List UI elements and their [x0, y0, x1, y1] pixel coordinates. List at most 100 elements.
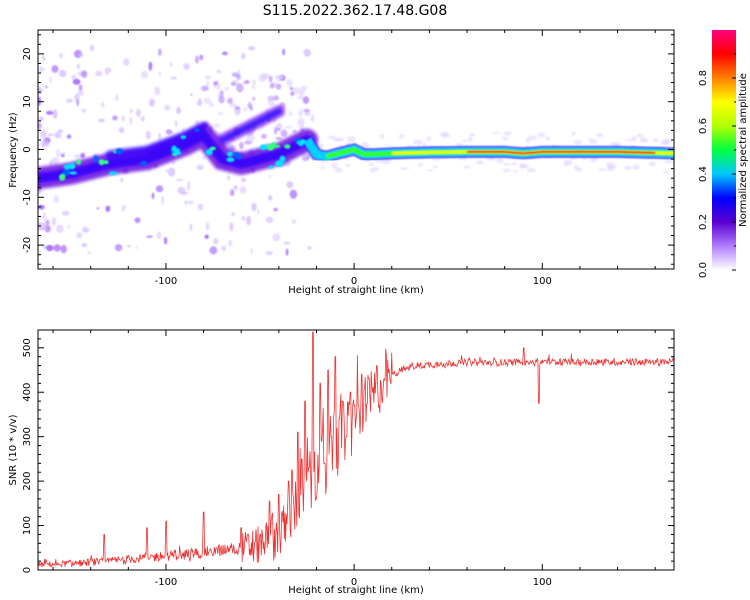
noise-blob — [290, 91, 295, 96]
hot-spot — [268, 165, 274, 169]
noise-blob — [60, 154, 65, 157]
snr-x-axis-label: Height of straight line (km) — [288, 585, 424, 596]
noise-blob — [468, 132, 476, 137]
noise-blob — [303, 108, 310, 112]
noise-blob — [231, 212, 235, 217]
x-tick-label: -100 — [155, 577, 178, 588]
spectrogram-heat-layer — [38, 44, 674, 256]
noise-blob — [292, 129, 297, 133]
noise-blob — [76, 232, 83, 239]
noise-blob — [228, 239, 232, 247]
hot-spot — [284, 144, 291, 149]
hot-spot — [205, 148, 213, 156]
noise-blob — [589, 156, 598, 163]
noise-blob — [242, 80, 250, 85]
noise-blob — [432, 165, 439, 169]
noise-blob — [615, 142, 621, 148]
noise-blob — [196, 164, 204, 171]
noise-blob — [298, 108, 303, 117]
hot-spot — [108, 171, 118, 176]
hot-spot — [275, 160, 284, 167]
noise-blob — [165, 129, 173, 135]
noise-blob — [51, 216, 57, 227]
noise-blob — [260, 133, 267, 140]
noise-blob — [242, 107, 248, 112]
noise-blob — [336, 137, 345, 140]
noise-blob — [440, 131, 449, 138]
noise-blob — [203, 97, 211, 105]
colorbar-gradient — [712, 30, 736, 270]
noise-blob — [45, 139, 50, 148]
snr-series-line — [38, 331, 674, 568]
noise-blob — [285, 248, 289, 256]
noise-blob — [136, 109, 141, 117]
noise-blob — [197, 98, 203, 107]
noise-blob — [275, 74, 282, 82]
noise-blob — [503, 130, 512, 136]
noise-blob — [38, 68, 47, 71]
noise-blob — [59, 152, 66, 155]
upper-branch-inner — [219, 108, 282, 143]
noise-blob — [46, 244, 54, 252]
noise-blob — [73, 154, 81, 159]
noise-blob — [334, 167, 343, 173]
noise-blob — [204, 234, 209, 239]
noise-blob — [398, 134, 406, 139]
noise-blob — [176, 106, 182, 115]
noise-blob — [59, 69, 67, 78]
noise-blob — [53, 195, 59, 204]
noise-blob — [526, 167, 537, 173]
x-tick-label: 0 — [351, 276, 357, 287]
noise-blob — [129, 109, 133, 114]
noise-blob — [662, 170, 669, 174]
noise-blob — [286, 181, 294, 189]
noise-blob — [369, 167, 376, 173]
noise-blob — [632, 164, 640, 170]
noise-blob — [71, 74, 77, 80]
noise-blob — [467, 136, 473, 143]
noise-blob — [228, 145, 236, 151]
noise-blob — [199, 54, 204, 61]
y-tick-label: 10 — [22, 95, 33, 108]
noise-blob — [648, 161, 656, 167]
noise-blob — [525, 137, 530, 144]
y-tick-label: 100 — [22, 516, 33, 535]
noise-blob — [291, 218, 297, 225]
noise-blob — [94, 70, 103, 77]
snr-plot-background — [38, 330, 674, 570]
noise-blob — [413, 139, 424, 146]
noise-blob — [44, 224, 51, 233]
noise-blob — [146, 235, 153, 238]
noise-blob — [311, 114, 314, 123]
noise-blob — [296, 96, 300, 99]
noise-blob — [59, 53, 63, 59]
noise-blob — [275, 83, 282, 90]
noise-blob — [589, 139, 598, 145]
noise-blob — [186, 180, 191, 191]
snr-chart: -100 0 100 0 100 200 300 400 500 Height of strai… — [8, 329, 675, 596]
noise-blob — [163, 236, 168, 245]
noise-blob — [239, 186, 247, 194]
noise-blob — [273, 126, 278, 135]
colorbar-label: Normalized spectral amplitude — [738, 73, 749, 227]
noise-blob — [519, 164, 530, 169]
noise-blob — [241, 215, 246, 221]
noise-blob — [51, 64, 59, 73]
noise-blob — [244, 140, 253, 145]
noise-blob — [248, 46, 256, 51]
noise-blob — [251, 85, 256, 90]
hot-spot — [69, 171, 78, 175]
noise-blob — [379, 133, 385, 139]
noise-blob — [320, 165, 325, 170]
noise-blob — [68, 224, 71, 229]
noise-blob — [56, 224, 64, 233]
x-tick-label: -100 — [155, 276, 178, 287]
noise-blob — [38, 85, 41, 93]
noise-blob — [363, 142, 368, 145]
noise-blob — [502, 168, 511, 173]
noise-blob — [53, 244, 61, 252]
noise-blob — [38, 116, 44, 122]
noise-blob — [105, 205, 111, 212]
noise-blob — [127, 244, 131, 248]
